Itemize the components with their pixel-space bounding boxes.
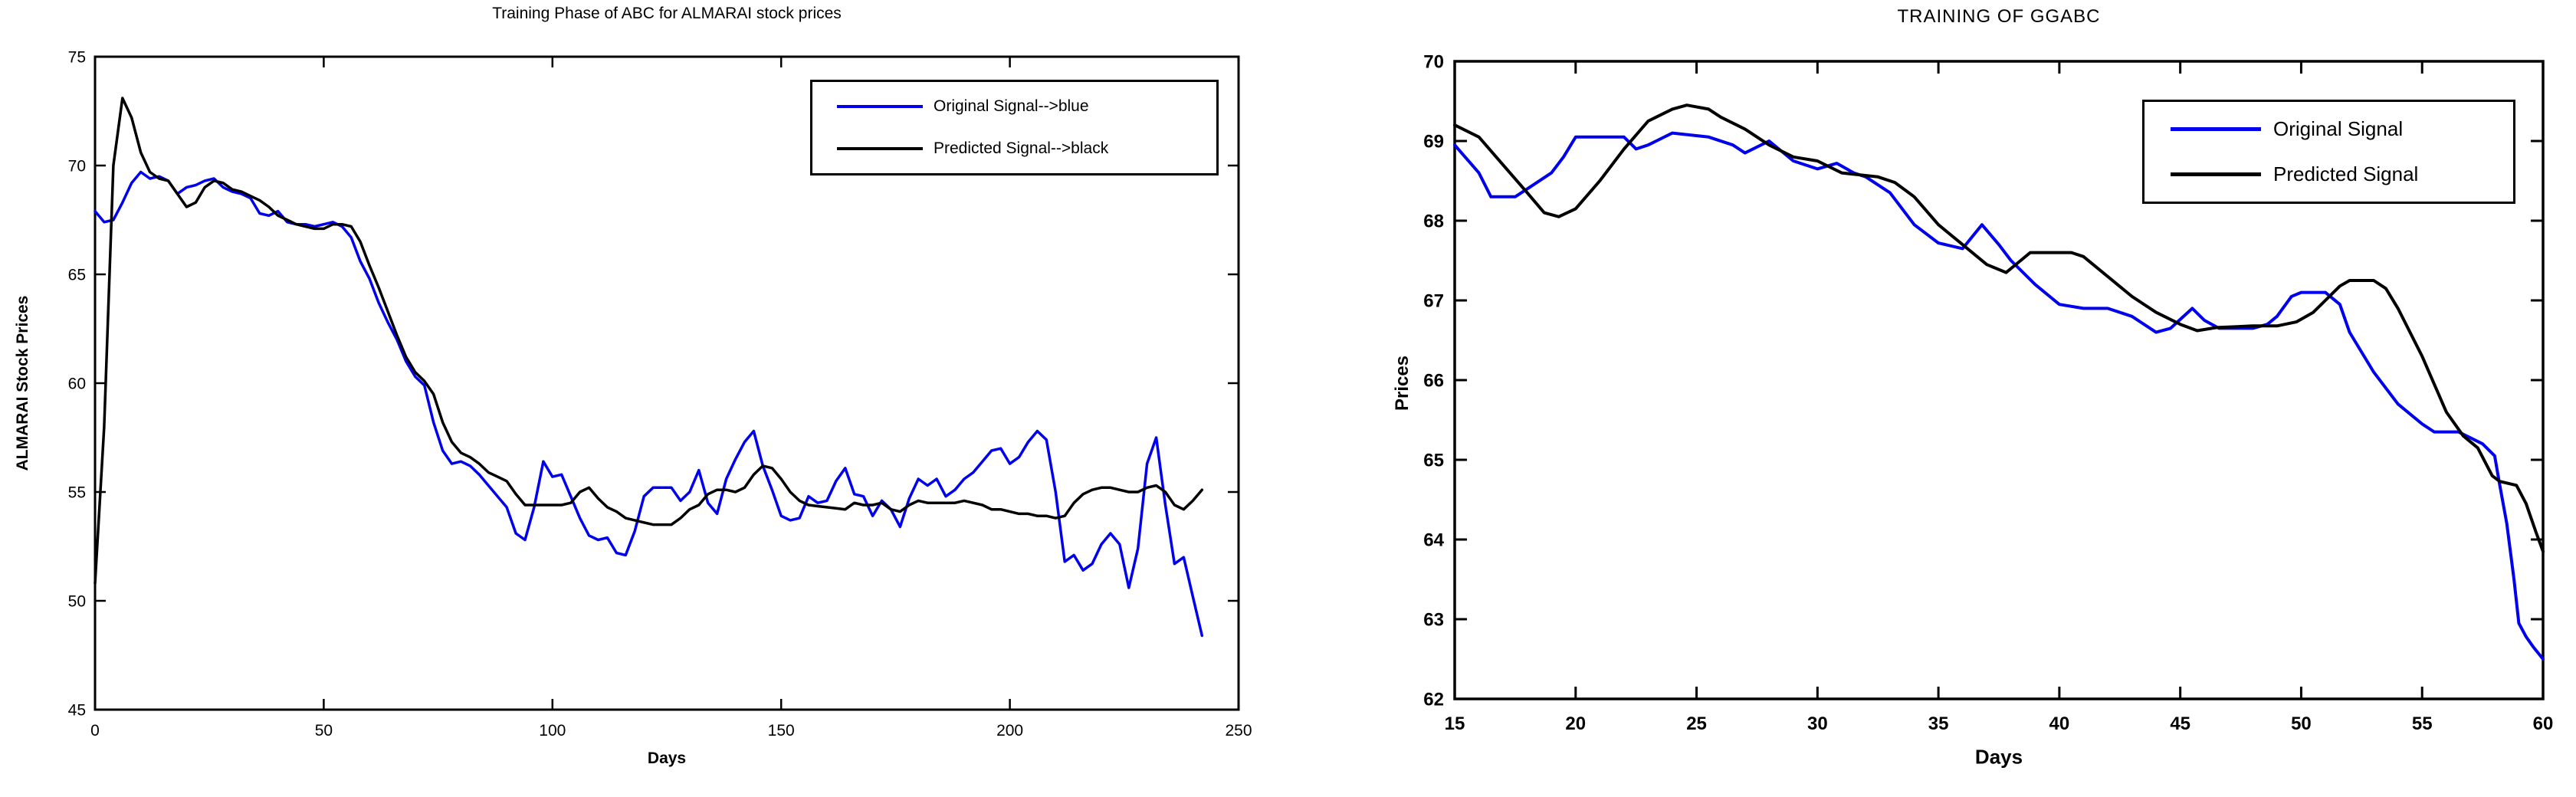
legend-label: Predicted Signal xyxy=(2273,162,2419,185)
y-tick-label: 55 xyxy=(68,484,86,501)
x-tick-label: 200 xyxy=(996,722,1023,740)
original-signal-line-swatch xyxy=(2171,127,2261,131)
right-chart-title: TRAINING OF GGABC xyxy=(1897,6,2101,27)
x-tick-label: 0 xyxy=(90,722,100,740)
x-tick-label: 25 xyxy=(1686,713,1707,734)
x-tick-label: 150 xyxy=(768,722,795,740)
x-tick-label: 250 xyxy=(1225,722,1252,740)
y-tick-label: 67 xyxy=(1423,290,1444,311)
x-tick-label: 45 xyxy=(2170,713,2190,734)
legend-entry: Original Signal xyxy=(2144,117,2513,141)
legend-label: Original Signal-->blue xyxy=(934,97,1089,115)
x-tick-label: 30 xyxy=(1807,713,1828,734)
original-signal-line xyxy=(1453,131,2545,661)
y-tick-label: 70 xyxy=(68,157,86,175)
left-chart-x-axis-label: Days xyxy=(647,749,687,767)
legend-entry: Predicted Signal-->black xyxy=(812,139,1216,158)
x-tick-label: 15 xyxy=(1445,713,1465,734)
y-tick-label: 68 xyxy=(1423,211,1444,231)
original-signal-line xyxy=(94,170,1204,638)
y-tick-label: 65 xyxy=(68,266,86,284)
y-tick-label: 75 xyxy=(68,48,86,66)
x-tick-label: 60 xyxy=(2533,713,2554,734)
y-tick-label: 63 xyxy=(1423,609,1444,630)
right-chart-plot-area: 15 20 25 30 35 40 45 50 55 60 62 63 64 65 66 67 68 69 70 xyxy=(1423,51,2554,734)
y-tick-label: 66 xyxy=(1423,370,1444,391)
x-tick-label: 20 xyxy=(1565,713,1586,734)
left-chart-y-axis-label: ALMARAI Stock Prices xyxy=(14,295,31,471)
predicted-signal-line-swatch xyxy=(837,147,923,151)
y-tick-label: 64 xyxy=(1423,530,1444,550)
right-chart-y-axis-label: Prices xyxy=(1392,355,1413,412)
x-tick-label: 50 xyxy=(315,722,333,740)
left-chart-plot-area: 0 50 100 150 200 250 45 50 55 60 65 70 75 xyxy=(68,48,1252,740)
y-tick-label: 62 xyxy=(1423,689,1444,710)
legend-label: Predicted Signal-->black xyxy=(934,139,1109,158)
x-tick-label: 55 xyxy=(2412,713,2433,734)
right-chart-x-axis-label: Days xyxy=(1974,745,2023,769)
left-chart-legend: Original Signal-->blue Predicted Signal-… xyxy=(810,80,1219,175)
y-tick-label: 70 xyxy=(1423,51,1444,72)
x-tick-label: 35 xyxy=(1928,713,1949,734)
y-tick-label: 69 xyxy=(1423,131,1444,152)
x-tick-label: 40 xyxy=(2049,713,2070,734)
x-tick-label: 100 xyxy=(539,722,566,740)
y-tick-label: 65 xyxy=(1423,450,1444,471)
predicted-signal-line xyxy=(94,97,1204,585)
original-signal-line-swatch xyxy=(837,104,923,108)
legend-entry: Original Signal-->blue xyxy=(812,97,1216,116)
y-tick-label: 60 xyxy=(68,375,86,392)
legend-entry: Predicted Signal xyxy=(2144,162,2513,186)
y-tick-label: 45 xyxy=(68,701,86,719)
y-tick-label: 50 xyxy=(68,592,86,610)
right-chart-legend: Original Signal Predicted Signal xyxy=(2142,100,2515,204)
left-chart-title: Training Phase of ABC for ALMARAI stock … xyxy=(492,5,842,22)
legend-label: Original Signal xyxy=(2273,117,2404,140)
x-tick-label: 50 xyxy=(2291,713,2312,734)
predicted-signal-line-swatch xyxy=(2171,172,2261,176)
predicted-signal-line xyxy=(1453,103,2545,553)
